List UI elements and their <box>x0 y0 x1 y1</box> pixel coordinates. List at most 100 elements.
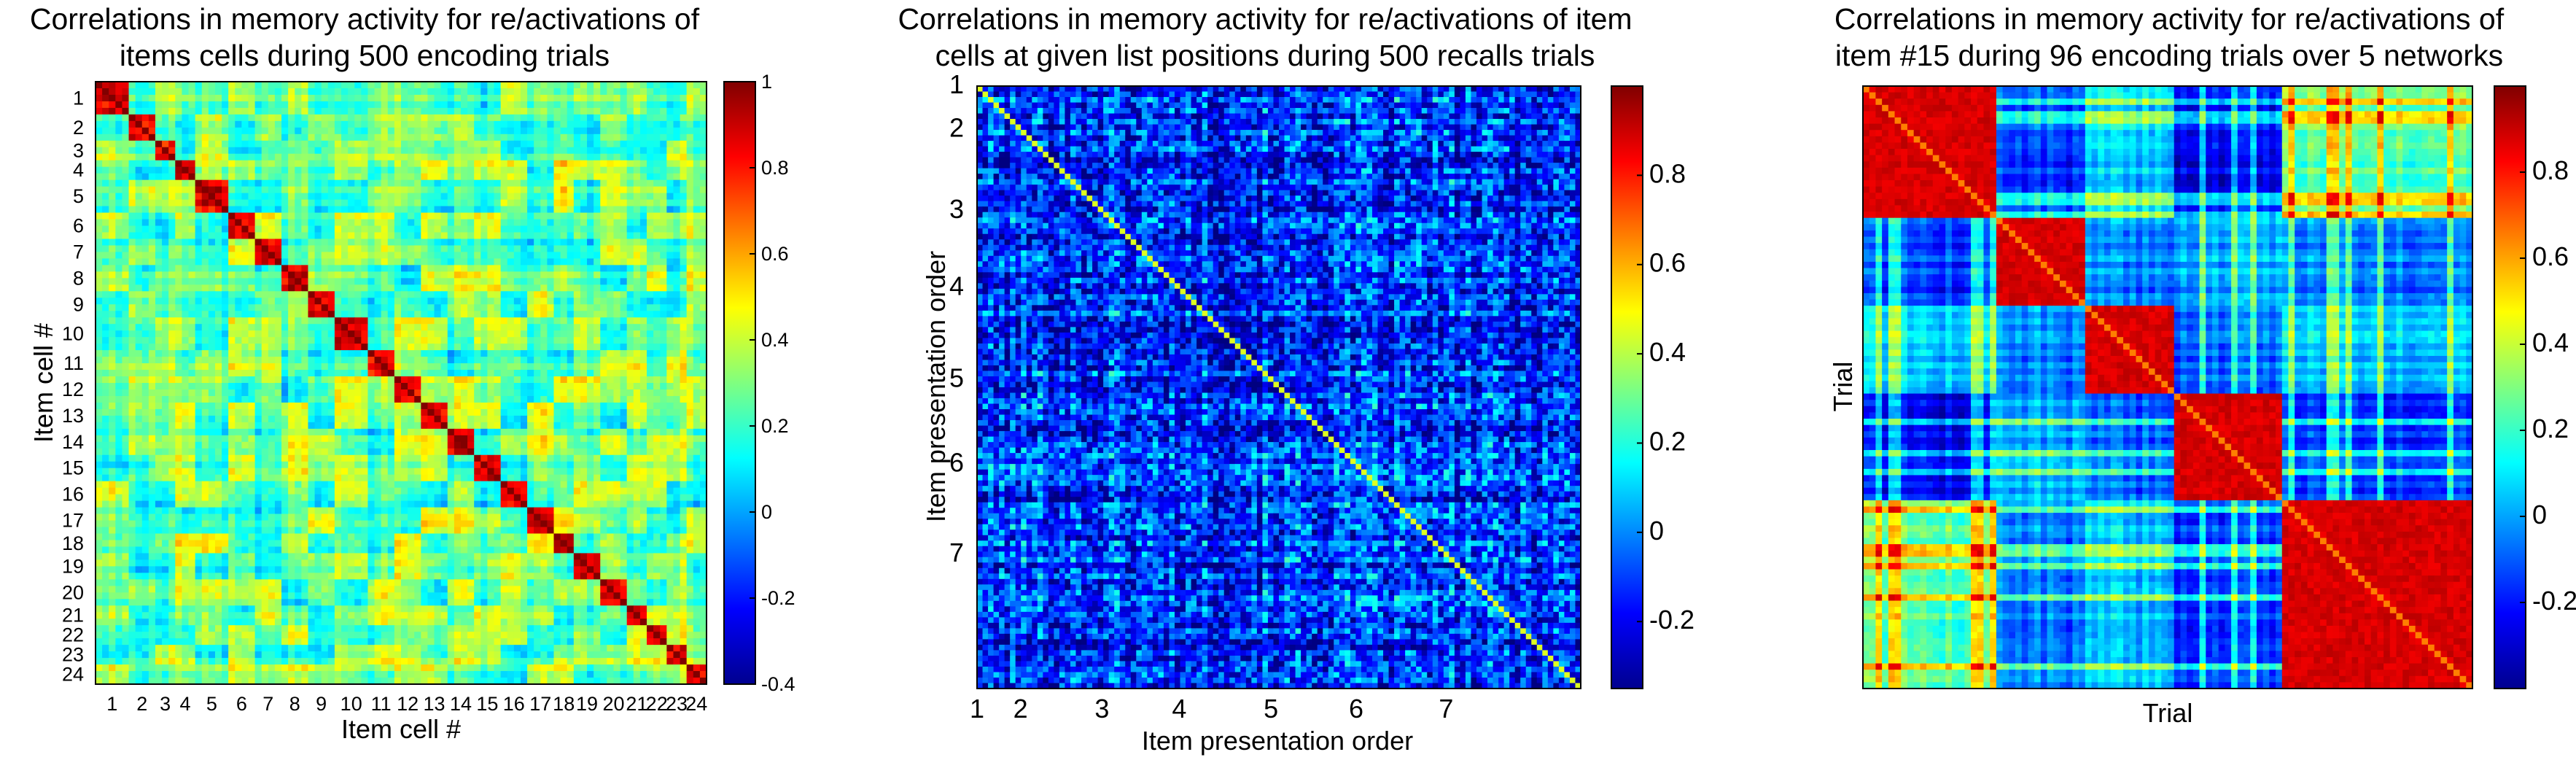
heatmap-cell <box>487 350 494 357</box>
heatmap-cell <box>600 154 607 161</box>
heatmap-cell <box>454 128 462 135</box>
heatmap-cell <box>361 403 368 410</box>
heatmap-cell <box>322 416 329 423</box>
heatmap-cell <box>262 344 269 351</box>
heatmap-cell <box>467 396 475 403</box>
heatmap-cell <box>136 370 143 377</box>
heatmap-cell <box>527 258 534 265</box>
heatmap-cell <box>547 154 554 161</box>
heatmap-cell <box>600 416 607 423</box>
heatmap-cell <box>607 200 614 207</box>
heatmap-cell <box>288 180 295 187</box>
heatmap-cell <box>427 88 435 96</box>
heatmap-cell <box>620 160 628 168</box>
heatmap-cell <box>182 278 189 285</box>
heatmap-cell <box>315 337 322 344</box>
heatmap-cell <box>367 304 375 311</box>
heatmap-cell <box>268 403 276 410</box>
heatmap-cell <box>554 174 561 181</box>
heatmap-cell <box>348 271 355 279</box>
heatmap-cell <box>249 396 256 403</box>
heatmap-cell <box>136 88 143 96</box>
heatmap-cell <box>262 220 269 227</box>
heatmap-cell <box>427 226 435 233</box>
heatmap-cell <box>534 396 541 403</box>
heatmap-cell <box>607 376 614 384</box>
heatmap-cell <box>594 278 601 285</box>
heatmap-cell <box>348 337 355 344</box>
heatmap-cell <box>660 239 667 246</box>
heatmap-cell <box>222 357 229 364</box>
heatmap-cell <box>109 160 116 168</box>
heatmap-cell <box>408 233 415 240</box>
heatmap-cell <box>315 258 322 265</box>
heatmap-cell <box>474 134 481 141</box>
heatmap-cell <box>620 416 628 423</box>
heatmap-cell <box>634 337 641 344</box>
heatmap-cell <box>554 245 561 252</box>
heatmap-cell <box>435 258 442 265</box>
heatmap-cell <box>647 324 654 331</box>
heatmap-cell <box>567 363 575 371</box>
heatmap-cell <box>514 245 521 252</box>
heatmap-cell <box>195 304 203 311</box>
heatmap-cell <box>435 213 442 220</box>
heatmap-cell <box>574 344 581 351</box>
heatmap-cell <box>235 206 242 214</box>
heatmap-cell <box>268 239 276 246</box>
heatmap-cell <box>168 337 176 344</box>
heatmap-cell <box>209 383 216 390</box>
heatmap-cell <box>427 141 435 148</box>
heatmap-cell <box>168 298 176 305</box>
heatmap-cell <box>480 291 488 298</box>
heatmap-cell <box>594 265 601 272</box>
heatmap-cell <box>241 435 249 443</box>
heatmap-cell <box>215 174 222 181</box>
heatmap-cell <box>448 239 455 246</box>
heatmap-cell <box>640 344 647 351</box>
heatmap-cell <box>693 128 701 135</box>
heatmap-cell <box>514 278 521 285</box>
heatmap-cell <box>367 389 375 397</box>
heatmap-cell <box>354 187 362 194</box>
heatmap-cell <box>494 141 502 148</box>
heatmap-cell <box>149 121 156 128</box>
heatmap-cell <box>288 363 295 371</box>
heatmap-cell <box>241 121 249 128</box>
heatmap-cell <box>567 396 575 403</box>
heatmap-cell <box>501 213 508 220</box>
heatmap-cell <box>441 376 448 384</box>
heatmap-cell <box>567 357 575 364</box>
heatmap-cell <box>281 141 289 148</box>
heatmap-cell <box>381 252 389 259</box>
heatmap-cell <box>680 350 688 357</box>
heatmap-cell <box>115 389 122 397</box>
heatmap-cell <box>222 383 229 390</box>
heatmap-cell <box>328 239 335 246</box>
heatmap-cell <box>281 200 289 207</box>
heatmap-cell <box>454 304 462 311</box>
heatmap-cell <box>494 88 502 96</box>
heatmap-cell <box>381 317 389 325</box>
heatmap-cell <box>580 422 588 430</box>
heatmap-cell <box>288 239 295 246</box>
heatmap-cell <box>607 95 614 102</box>
heatmap-cell <box>295 389 302 397</box>
heatmap-cell <box>115 239 122 246</box>
heatmap-cell <box>341 147 349 155</box>
heatmap-cell <box>435 324 442 331</box>
heatmap-cell <box>168 416 176 423</box>
heatmap-cell <box>540 128 548 135</box>
heatmap-cell <box>680 370 688 377</box>
heatmap-cell <box>634 350 641 357</box>
heatmap-cell <box>209 337 216 344</box>
heatmap-cell <box>249 220 256 227</box>
heatmap-cell <box>168 245 176 252</box>
heatmap-cell <box>435 337 442 344</box>
heatmap-cell <box>195 167 203 174</box>
heatmap-cell <box>587 220 594 227</box>
heatmap-cell <box>408 141 415 148</box>
heatmap-cell <box>109 141 116 148</box>
heatmap-cell <box>109 233 116 240</box>
heatmap-cell <box>109 291 116 298</box>
